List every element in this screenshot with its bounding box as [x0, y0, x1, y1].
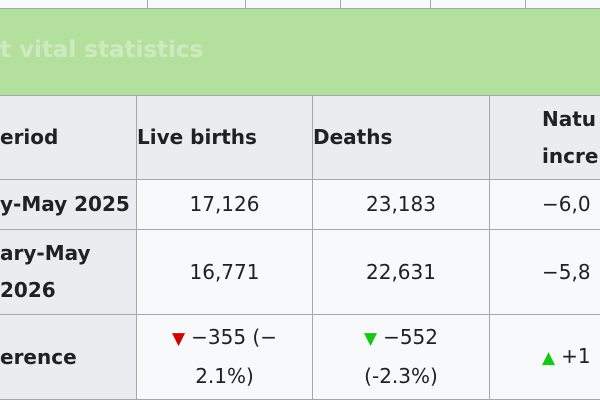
table-cell: ▼ −552 (-2.3%)	[313, 315, 490, 400]
cell-text: −552	[383, 325, 438, 349]
table-cell: ary-May 2026	[0, 230, 137, 315]
divider	[525, 0, 526, 8]
table-cell: erence	[0, 315, 137, 400]
cell-line: eriod	[0, 125, 59, 149]
table-cell: −5,8	[490, 230, 600, 315]
cell-line: y-May 2025	[0, 192, 130, 216]
cell-line: ▲ +1	[542, 338, 591, 377]
cell-line: (-2.3%)	[364, 358, 438, 395]
header-cell: Live births	[137, 95, 313, 180]
change-arrow: ▼	[363, 329, 378, 349]
header-cell: Deaths	[313, 95, 490, 180]
table-cell: 23,183	[313, 180, 490, 230]
cell-line: Live births	[137, 125, 257, 149]
cell-line: Natu	[542, 106, 597, 131]
divider	[430, 0, 431, 8]
table-cell: −6,0	[490, 180, 600, 230]
header-cell: Natu incre	[490, 95, 600, 180]
cell-text: −355 (−	[191, 325, 277, 349]
header-cell: eriod	[0, 95, 137, 180]
change-arrow: ▲	[542, 347, 556, 368]
cell-text: 2.1%)	[195, 364, 254, 388]
cell-line: 22,631	[366, 259, 436, 284]
caption-band	[0, 9, 600, 95]
cell-line: 16,771	[189, 259, 260, 284]
cell-text: +1	[561, 343, 591, 368]
table-cell: ▼ −355 (− 2.1%)	[137, 315, 313, 400]
cell-line: 2026	[0, 278, 56, 302]
cell-line: −6,0	[542, 192, 591, 216]
table-cell: y-May 2025	[0, 180, 137, 230]
cell-line: ary-May	[0, 241, 91, 265]
cell-line: Deaths	[313, 125, 393, 149]
table-cell: 16,771	[137, 230, 313, 315]
table-cell: 17,126	[137, 180, 313, 230]
cell-line: erence	[0, 344, 77, 369]
cell-line: incre	[542, 143, 599, 168]
table-cell: ▲ +1	[490, 315, 600, 400]
cell-line: 17,126	[189, 192, 260, 216]
cell-line: −5,8	[542, 259, 591, 284]
table-cell: 22,631	[313, 230, 490, 315]
divider	[340, 0, 341, 8]
cell-line: ▼ −355 (−	[172, 319, 277, 358]
change-arrow: ▼	[172, 329, 186, 349]
cell-line: 2.1%)	[195, 358, 254, 395]
cell-line: 23,183	[366, 192, 436, 216]
previous-table-edge	[0, 0, 600, 9]
cell-line: ▼ −552	[364, 319, 438, 358]
divider	[147, 0, 148, 8]
caption: t vital statistics	[0, 37, 204, 63]
cell-text: (-2.3%)	[364, 364, 438, 388]
divider	[245, 0, 246, 8]
